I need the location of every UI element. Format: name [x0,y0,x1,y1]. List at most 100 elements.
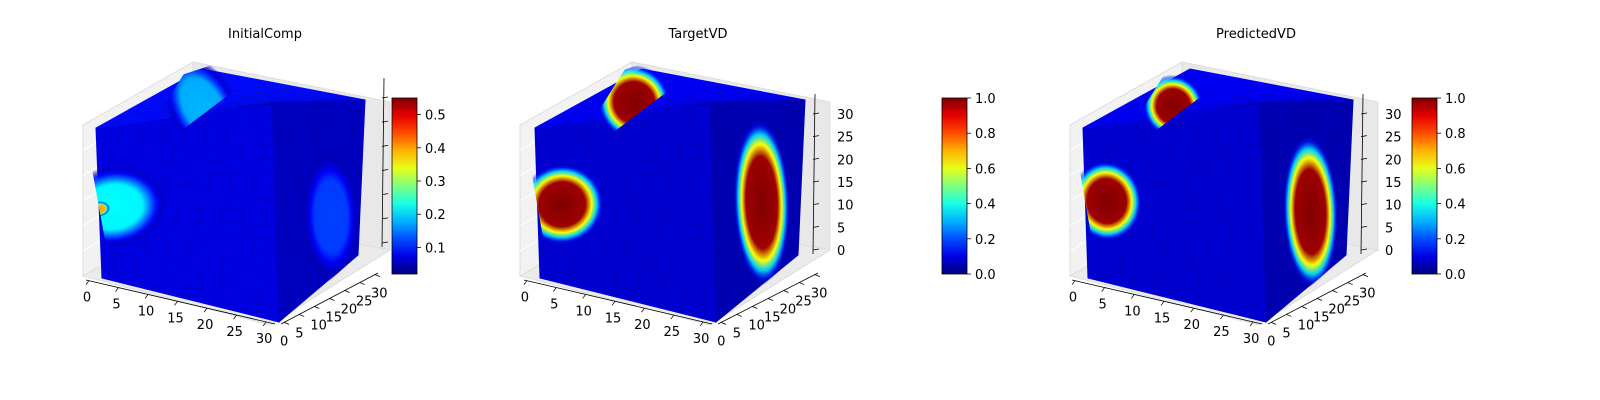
voxel-grid-line [1260,109,1353,117]
voxel-grid-line [1204,90,1303,112]
voxel-panel-1: 0 5 10 15 20 25 30 0510152025300510152025300.00… [518,61,996,349]
x-tick [1249,321,1254,327]
y-tick-label: 25 [795,295,812,310]
voxel-grid-line [1260,119,1353,131]
z-tick-label: 20 [837,153,854,168]
colorbar-tick-label: 1.0 [975,92,996,107]
voxel-grid-line [1109,101,1284,114]
value-blob [1282,134,1339,289]
x-tick [1190,307,1195,313]
voxel-grid-line [101,258,279,295]
x-tick-label: 30 [256,332,273,347]
y-tick [799,282,805,285]
colorbar [1411,97,1438,275]
y-tick [767,298,774,301]
x-axis-line [1071,279,1263,325]
z-tick [381,120,389,123]
voxel-grid-line [1086,240,1265,268]
z-tick [812,157,820,160]
z-tick-label: 25 [1385,131,1402,146]
voxel-grid-line [1096,102,1272,121]
x-tick [1220,314,1224,320]
y-tick [374,274,381,277]
colorbar-tick-label: 0.0 [975,268,996,283]
voxel-grid-line [1193,88,1292,113]
voxel-grid-line [227,109,236,312]
z-tick-label: 10 [1385,199,1402,214]
z-tick [812,135,820,138]
x-tick [670,314,675,320]
z-tick-label: 20 [1385,153,1402,168]
voxel-grid-line [289,102,295,310]
voxel-grid-line [633,113,640,303]
z-tick-label: 25 [837,131,854,146]
voxel-grid-line [1171,84,1272,116]
voxel-grid-line [1183,72,1348,101]
voxel-grid-line [1160,117,1167,298]
x-tick-label: 15 [605,311,622,326]
voxel-grid-line [272,119,365,131]
voxel-grid-line [792,100,800,260]
voxel-grid-line [238,107,247,314]
z-tick [1360,225,1368,228]
voxel-grid-line [249,106,258,317]
colorbar-tick-label: 0.1 [425,241,446,256]
colorbar-tick-label: 0.2 [975,233,996,248]
voxel-grid-line [1215,109,1222,312]
z-tick-label: 10 [837,199,854,214]
x-tick [115,287,119,292]
y-tick [1362,274,1369,277]
y-tick [1347,282,1353,285]
x-tick [85,280,90,285]
voxel-grid-line [227,91,325,110]
voxel-grid-line [644,112,651,306]
x-tick-label: 15 [167,311,184,326]
z-tick-label: 0 [1385,244,1393,259]
y-tick-label: 10 [310,318,327,333]
panel-title-initialcomp: InitialComp [228,27,302,42]
colorbar-tick-label: 0.6 [1445,162,1466,177]
voxel-grid-line [1271,102,1277,314]
voxel-grid-line [1171,115,1178,301]
voxel-grid-line [1215,91,1313,110]
colorbar [941,97,968,275]
colorbar-tick-label: 0.0 [1445,268,1466,283]
y-tick [299,314,305,317]
value-blob [1070,160,1143,242]
y-tick-label: 25 [356,295,373,310]
y-tick [329,298,335,301]
x-tick [203,307,208,313]
x-tick [1071,280,1076,285]
colorbar-tick-label: 0.8 [975,127,996,142]
cube-face-side [1259,99,1354,324]
y-tick-label: 30 [811,287,828,302]
voxel-grid-line [687,106,695,317]
x-tick-label: 10 [1124,304,1141,319]
voxel-grid-line [97,157,274,166]
y-tick-label: 25 [1344,295,1361,310]
voxel-grid-line [277,102,285,318]
colorbar-tick-label: 0.6 [975,162,996,177]
voxel-grid-line [1237,106,1245,317]
voxel-grid-line [1277,102,1282,310]
z-tick [1360,135,1368,138]
y-tick-label: 5 [295,326,303,341]
voxel-grid-line [205,112,213,306]
y-tick [1286,314,1292,317]
voxel-grid-line [710,109,805,117]
voxel-grid-line [561,101,734,114]
z-tick [812,225,820,228]
z-tick [812,248,820,251]
voxel-grid-line [666,91,765,110]
x-tick-label: 5 [550,298,558,313]
x-tick [174,301,178,306]
y-tick [752,306,758,309]
x-tick [262,321,267,327]
voxel-grid-line [272,109,365,117]
voxel-grid-line [635,72,800,101]
voxel-grid-line [194,86,294,115]
y-tick-label: 5 [1282,326,1290,341]
voxel-grid-line [1176,76,1342,101]
